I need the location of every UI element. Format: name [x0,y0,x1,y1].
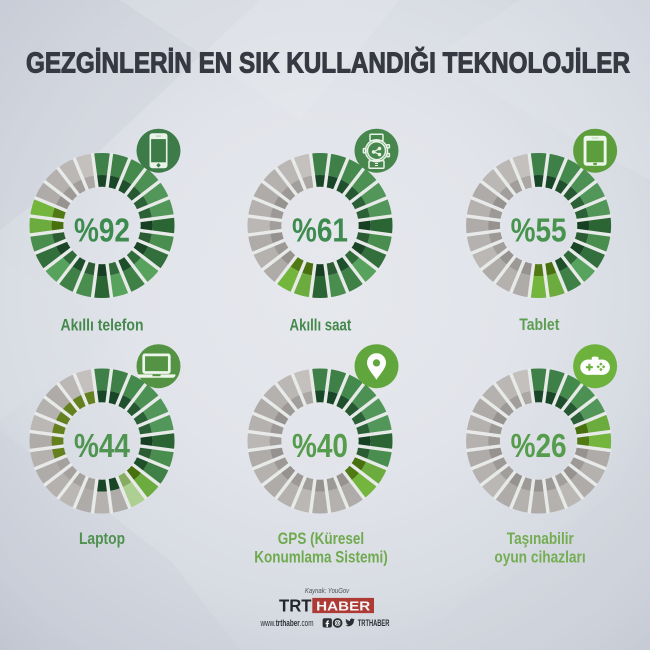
svg-text:Kaynak: YouGov: Kaynak: YouGov [305,586,350,595]
svg-text:%92: %92 [74,211,130,248]
svg-text:%44: %44 [74,427,131,464]
svg-text:Akıllı saat: Akıllı saat [290,316,352,334]
svg-text:TRT: TRT [279,596,312,616]
svg-text:www.trthaber.com: www.trthaber.com [260,618,314,629]
svg-text:Laptop: Laptop [79,530,125,548]
svg-text:TRTHABER: TRTHABER [358,618,390,629]
svg-text:%40: %40 [292,427,348,464]
svg-text:oyun cihazları: oyun cihazları [494,549,585,567]
svg-text:Taşınabilir: Taşınabilir [507,530,574,548]
svg-text:Akıllı telefon: Akıllı telefon [61,316,144,334]
svg-text:Tablet: Tablet [519,316,560,334]
svg-text:Konumlama Sistemi): Konumlama Sistemi) [254,549,388,567]
svg-text:%61: %61 [292,211,348,248]
svg-text:%55: %55 [511,211,567,248]
svg-text:GPS (Küresel: GPS (Küresel [278,530,364,548]
svg-text:%26: %26 [511,427,567,464]
svg-text:GEZGİNLERİN EN SIK KULLANDIĞI: GEZGİNLERİN EN SIK KULLANDIĞI TEKNOLOJİL… [26,46,630,80]
svg-text:HABER: HABER [316,599,371,614]
